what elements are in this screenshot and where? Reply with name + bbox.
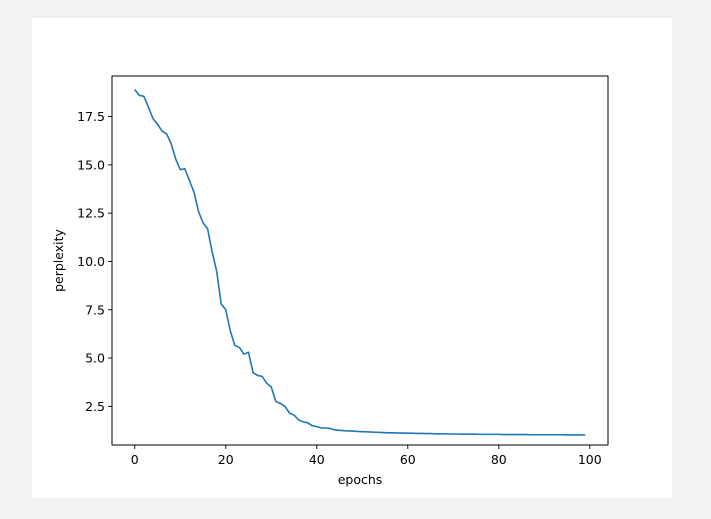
plot-layer <box>134 89 586 436</box>
figure: 0 20 40 60 80 100 2.5 5.0 7.5 10.0 12.5 15.0 17.5 ep… <box>32 18 672 498</box>
x-axis-label: epochs <box>338 472 383 487</box>
axes-frame <box>111 75 609 446</box>
y-tick-label: 12.5 <box>77 206 105 221</box>
y-tick-label: 7.5 <box>85 302 105 317</box>
series-line-0 <box>134 89 586 436</box>
y-tick-label: 15.0 <box>77 157 105 172</box>
line-chart: 0 20 40 60 80 100 2.5 5.0 7.5 10.0 12.5 15.0 17.5 ep… <box>51 75 609 487</box>
x-tick-label: 20 <box>218 452 234 467</box>
y-tick-label: 5.0 <box>85 351 105 366</box>
x-tick-label: 0 <box>131 452 139 467</box>
ticks-layer: 0 20 40 60 80 100 2.5 5.0 7.5 10.0 12.5 15.0 17.5 <box>77 109 602 467</box>
x-tick-label: 40 <box>309 452 325 467</box>
y-axis-label: perplexity <box>51 228 66 291</box>
y-tick-label: 10.0 <box>77 254 105 269</box>
y-tick-label: 2.5 <box>85 399 105 414</box>
y-tick-label: 17.5 <box>77 109 105 124</box>
x-tick-label: 80 <box>491 452 507 467</box>
x-tick-label: 100 <box>578 452 602 467</box>
x-tick-label: 60 <box>400 452 416 467</box>
